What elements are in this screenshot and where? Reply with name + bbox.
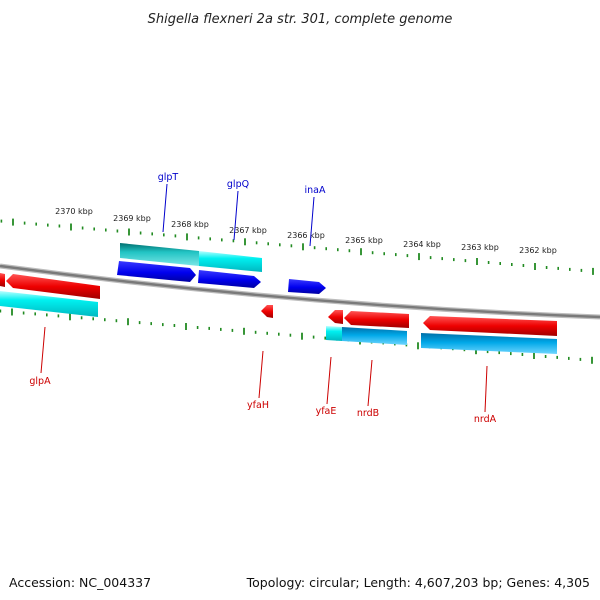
- ruler-labels: 2370 kbp 2369 kbp 2368 kbp 2367 kbp 2366…: [55, 207, 557, 255]
- gene-arrow-left-edge[interactable]: [0, 273, 5, 287]
- ruler-tick-label: 2366 kbp: [287, 231, 325, 240]
- inner-ruler-ticks: [0, 308, 593, 364]
- cds-block-yfaE[interactable]: [326, 326, 342, 341]
- gene-label-yfaE[interactable]: yfaE: [316, 406, 337, 417]
- cds-block-glpA[interactable]: [0, 291, 98, 317]
- cds-block-nrdA[interactable]: [421, 333, 557, 354]
- gene-arrow-glpQ[interactable]: [198, 270, 261, 288]
- accession-text: Accession: NC_004337: [9, 575, 151, 590]
- reverse-gene-track: [0, 273, 557, 336]
- genome-title: Shigella flexneri 2a str. 301, complete …: [148, 12, 453, 27]
- ruler-tick-label: 2370 kbp: [55, 207, 93, 216]
- cds-block-glpQ[interactable]: [199, 251, 262, 272]
- gene-label-nrdB[interactable]: nrdB: [357, 408, 379, 419]
- outer-ruler-ticks: [0, 218, 594, 275]
- genome-backbone: [0, 263, 600, 320]
- reverse-cds-track: [0, 291, 557, 354]
- ruler-tick-label: 2369 kbp: [113, 214, 151, 223]
- forward-cds-track: [120, 243, 262, 272]
- ruler-tick-label: 2363 kbp: [461, 243, 499, 252]
- gene-arrow-nrdB[interactable]: [344, 311, 409, 328]
- gene-label-glpQ[interactable]: glpQ: [227, 179, 249, 190]
- reverse-gene-labels: glpA yfaH yfaE nrdB nrdA: [29, 326, 497, 425]
- gene-arrow-inaA[interactable]: [288, 279, 326, 294]
- ruler-tick-label: 2362 kbp: [519, 246, 557, 255]
- gene-arrow-glpA[interactable]: [6, 274, 100, 299]
- gene-arrow-nrdA[interactable]: [423, 316, 557, 336]
- ruler-tick-label: 2364 kbp: [403, 240, 441, 249]
- forward-gene-track: [117, 261, 326, 294]
- ruler-tick-label: 2367 kbp: [229, 226, 267, 235]
- gene-label-nrdA[interactable]: nrdA: [474, 414, 497, 425]
- cds-block-glpT[interactable]: [120, 243, 199, 266]
- gene-label-yfaH[interactable]: yfaH: [247, 400, 269, 411]
- cds-block-nrdB[interactable]: [342, 327, 407, 345]
- gene-label-glpT[interactable]: glpT: [158, 172, 179, 183]
- genome-summary-text: Topology: circular; Length: 4,607,203 bp…: [246, 575, 590, 590]
- gene-arrow-glpT[interactable]: [117, 261, 196, 282]
- gene-arrow-yfaH[interactable]: [261, 305, 273, 318]
- forward-gene-labels: glpT glpQ inaA: [158, 172, 326, 247]
- gene-label-inaA[interactable]: inaA: [305, 185, 326, 196]
- gene-label-glpA[interactable]: glpA: [29, 376, 51, 387]
- ruler-tick-label: 2365 kbp: [345, 236, 383, 245]
- ruler-tick-label: 2368 kbp: [171, 220, 209, 229]
- gene-arrow-yfaE[interactable]: [328, 310, 343, 324]
